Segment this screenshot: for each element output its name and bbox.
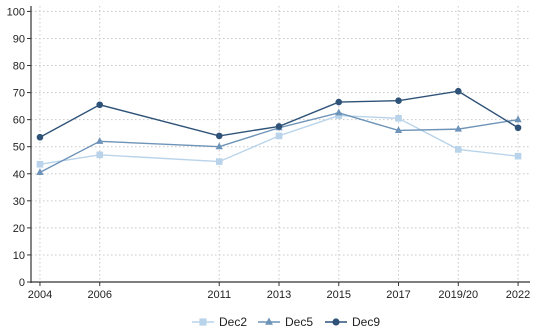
data-point-dec9	[335, 98, 343, 106]
axis-layer: 0 10 20 30 40 50 60 70 80 90 100 2004 2006 2011 2013 20…	[7, 6, 530, 301]
grid-layer	[31, 6, 530, 282]
data-point-dec9	[215, 132, 223, 140]
data-point-dec5	[36, 168, 44, 175]
data-point-dec2	[514, 152, 522, 160]
x-tick-label: 2015	[327, 289, 351, 301]
legend-marker-dec5	[265, 317, 273, 325]
y-tick-label: 50	[13, 142, 25, 154]
legend-item-dec9: Dec9	[325, 315, 380, 329]
data-point-dec9	[514, 124, 522, 132]
legend-marker-dec9	[332, 318, 340, 326]
data-point-dec9	[96, 101, 104, 109]
data-point-dec2	[454, 146, 462, 153]
data-point-dec2	[96, 151, 104, 159]
data-point-dec5	[215, 142, 223, 150]
data-point-dec9	[454, 87, 462, 95]
series-dec9	[36, 87, 522, 141]
y-tick-label: 20	[13, 223, 25, 235]
y-tick-label: 90	[13, 33, 25, 45]
data-point-dec2	[395, 114, 402, 122]
data-point-dec2	[275, 132, 283, 140]
legend-item-dec2: Dec2	[192, 315, 247, 329]
legend-marker-dec2	[199, 318, 207, 326]
x-tick-label: 2017	[386, 289, 410, 301]
x-tick-label: 2019/20	[438, 289, 478, 301]
data-point-dec9	[36, 133, 44, 141]
y-tick-label: 30	[13, 196, 25, 208]
x-tick-label: 2013	[267, 289, 291, 301]
data-point-dec5	[394, 126, 403, 134]
series-layer	[36, 87, 522, 175]
data-point-dec2	[215, 158, 223, 165]
legend: Dec2 Dec5 Dec9	[192, 315, 380, 329]
y-tick-label: 10	[13, 250, 25, 262]
data-point-dec9	[395, 97, 402, 105]
y-tick-label: 80	[13, 61, 25, 73]
series-dec2	[36, 112, 522, 168]
legend-label-dec9: Dec9	[352, 315, 380, 329]
y-tick-label: 0	[19, 277, 25, 289]
y-tick-label: 40	[13, 169, 25, 181]
data-point-dec9	[275, 123, 283, 130]
legend-item-dec5: Dec5	[258, 315, 313, 329]
legend-label-dec2: Dec2	[219, 315, 247, 329]
data-point-dec5	[454, 124, 462, 132]
data-point-dec2	[36, 160, 44, 168]
y-tick-label: 60	[13, 115, 25, 127]
legend-label-dec5: Dec5	[285, 315, 313, 329]
series-line-dec5	[39, 112, 519, 174]
data-point-dec5	[514, 115, 522, 123]
series-line-dec9	[39, 90, 519, 138]
x-tick-label: 2011	[207, 289, 231, 301]
data-point-dec5	[96, 137, 104, 144]
y-tick-label: 100	[7, 6, 25, 18]
x-tick-label: 2022	[506, 289, 530, 301]
series-line-dec2	[39, 114, 519, 165]
x-tick-label: 2006	[87, 289, 111, 301]
x-tick-label: 2004	[28, 289, 52, 301]
data-point-dec2	[335, 112, 343, 119]
data-point-dec5	[335, 108, 343, 116]
y-tick-label: 70	[13, 88, 25, 100]
